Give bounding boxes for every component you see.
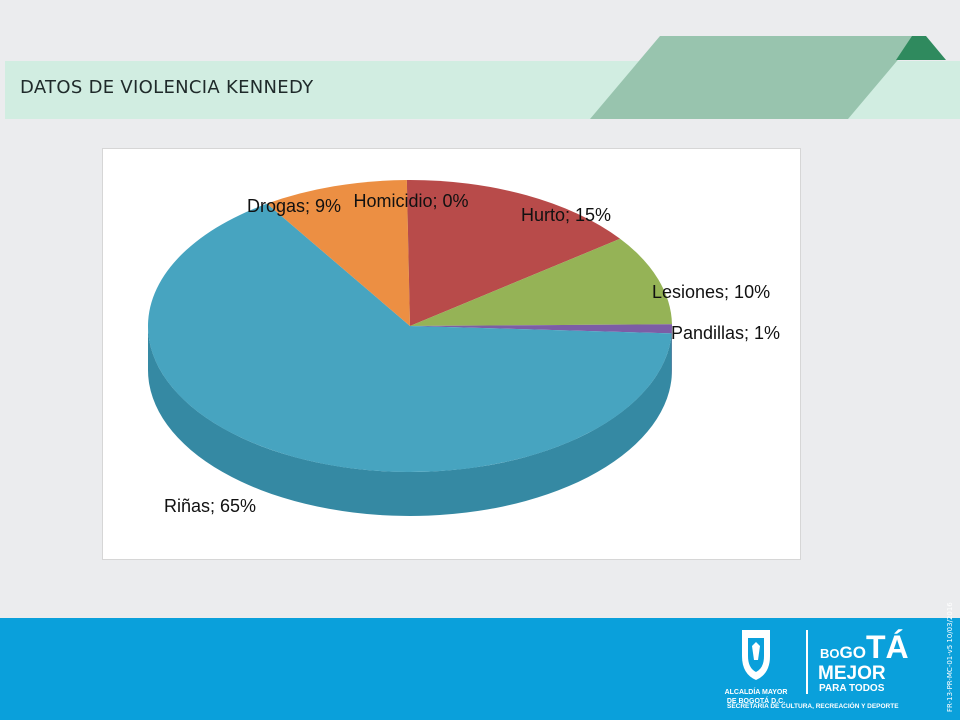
pie-slice-ri-as [147, 203, 672, 473]
slide-title: DATOS DE VIOLENCIA KENNEDY [20, 77, 314, 98]
pie-slice-pandillas [410, 324, 672, 334]
pie-slices [147, 179, 672, 473]
header-decoration [590, 36, 946, 119]
footer-graphics: ALCALDÍA MAYOR DE BOGOTÁ D.C. BOGOTÁ MEJ… [725, 629, 909, 710]
data-label-homicidio: Homicidio; 0% [353, 191, 468, 211]
bogota-coat-of-arms-icon [742, 630, 770, 680]
logo-line-2: DE BOGOTÁ D.C. [727, 696, 785, 705]
header-accent-corner [896, 36, 946, 60]
pie-slice-lesiones [410, 238, 672, 326]
chart-panel: Homicidio; 0% Hurto; 15% Lesiones; 10% Pand… [102, 148, 801, 560]
data-label-hurto: Hurto; 15% [521, 205, 611, 225]
pie-sides [148, 326, 672, 516]
secretaria-text: SECRETARÍA DE CULTURA, RECREACIÓN Y DEPO… [727, 701, 899, 710]
document-code: FR-13-PR-MC-01-v5 10/03/2016 [946, 602, 954, 712]
pie-slice-hurto [406, 179, 621, 326]
pie-slice-drogas [266, 180, 410, 326]
data-label-ri-as: Riñas; 65% [164, 496, 256, 516]
logo-line-1: ALCALDÍA MAYOR [725, 687, 788, 696]
pie-labels: Homicidio; 0% Hurto; 15% Lesiones; 10% Pand… [164, 191, 780, 516]
data-label-drogas: Drogas; 9% [247, 196, 341, 216]
brand-word-2: MEJOR [818, 663, 886, 684]
header-accent-shape [590, 36, 918, 119]
brand-word-3: PARA TODOS [819, 683, 885, 694]
footer-bar: ALCALDÍA MAYOR DE BOGOTÁ D.C. BOGOTÁ MEJ… [0, 618, 960, 720]
pie-chart: Homicidio; 0% Hurto; 15% Lesiones; 10% Pand… [147, 179, 780, 516]
logo-divider [806, 630, 808, 694]
data-label-pandillas: Pandillas; 1% [671, 323, 780, 343]
pie-side-ri-as [148, 326, 672, 516]
brand-word-1: BOGOTÁ [820, 629, 909, 665]
data-label-lesiones: Lesiones; 10% [652, 282, 770, 302]
